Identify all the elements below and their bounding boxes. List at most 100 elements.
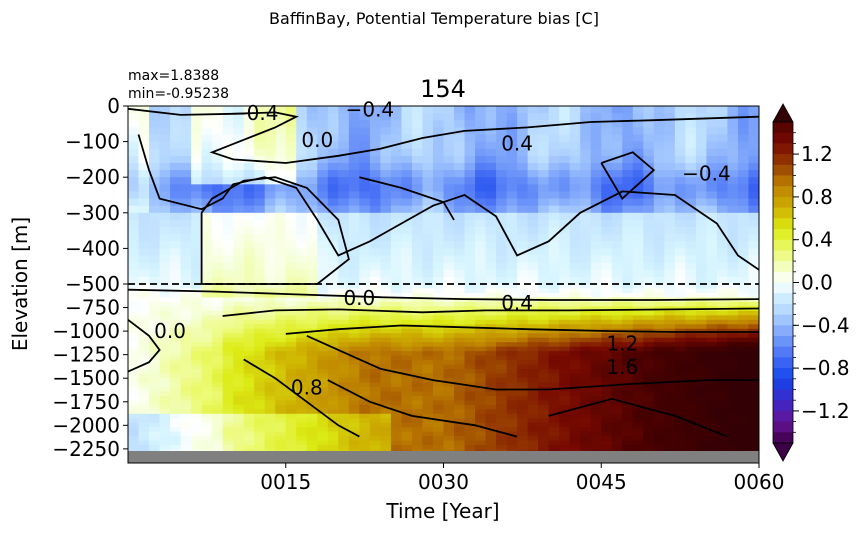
heatmap-cell [485, 409, 497, 415]
heatmap-cell [285, 404, 297, 410]
heatmap-cell [254, 127, 266, 136]
heatmap-cell [191, 409, 203, 415]
heatmap-cell [306, 205, 318, 214]
heatmap-cell [170, 113, 182, 121]
heatmap-cell [306, 106, 318, 114]
heatmap-cell [401, 170, 413, 178]
heatmap-cell [454, 269, 466, 278]
heatmap-cell [222, 170, 234, 178]
heatmap-cell [380, 134, 392, 143]
heatmap-cell [191, 162, 203, 171]
heatmap-cell [317, 248, 329, 257]
heatmap-cell [706, 177, 718, 185]
heatmap-cell [191, 113, 203, 121]
heatmap-cell [727, 234, 739, 242]
heatmap-cell [233, 141, 245, 150]
heatmap-cell [411, 315, 424, 321]
heatmap-cell [674, 337, 686, 343]
heatmap-cell [622, 373, 634, 379]
heatmap-cell [695, 269, 708, 278]
heatmap-cell [706, 162, 718, 171]
heatmap-cell [380, 351, 392, 357]
heatmap-cell [517, 134, 529, 143]
heatmap-cell [170, 382, 182, 388]
heatmap-cell [138, 436, 150, 442]
heatmap-cell [716, 373, 729, 379]
heatmap-cell [674, 409, 686, 415]
heatmap-cell [674, 436, 686, 442]
heatmap-cell [653, 241, 665, 249]
heatmap-cell [138, 445, 150, 451]
heatmap-cell [695, 212, 708, 221]
heatmap-cell [674, 134, 686, 143]
heatmap-cell [201, 219, 213, 228]
heatmap-cell [685, 346, 697, 352]
heatmap-cell [443, 373, 455, 379]
heatmap-cell [475, 212, 487, 221]
heatmap-cell [180, 191, 192, 200]
heatmap-cell [454, 198, 466, 207]
heatmap-cell [706, 269, 718, 278]
heatmap-cell [411, 248, 424, 257]
heatmap-cell [559, 346, 571, 352]
heatmap-cell [296, 418, 308, 424]
y-tick-label: −1000 [52, 319, 120, 343]
heatmap-cell [243, 315, 255, 321]
heatmap-cell [643, 355, 655, 361]
heatmap-cell [432, 219, 445, 228]
heatmap-cell [432, 148, 445, 157]
heatmap-cell [212, 315, 224, 321]
heatmap-cell [222, 400, 234, 406]
heatmap-cell [548, 360, 560, 366]
heatmap-cell [443, 351, 455, 357]
heatmap-cell [475, 198, 487, 207]
heatmap-cell [548, 177, 560, 185]
heatmap-cell [180, 400, 192, 406]
heatmap-cell [653, 436, 665, 442]
heatmap-cell [517, 262, 529, 271]
heatmap-cell [485, 360, 497, 366]
heatmap-cell [180, 310, 192, 316]
heatmap-cell [685, 141, 697, 150]
heatmap-cell [517, 315, 529, 321]
heatmap-cell [411, 377, 424, 384]
heatmap-cell [748, 241, 759, 249]
heatmap-cell [233, 391, 245, 397]
heatmap-cell [296, 234, 308, 242]
heatmap-cell [180, 269, 192, 278]
heatmap-cell [716, 310, 729, 316]
heatmap-cell [674, 120, 686, 128]
heatmap-cell [496, 310, 508, 316]
heatmap-cell [716, 120, 729, 128]
heatmap-cell [170, 427, 182, 433]
heatmap-cell [380, 219, 392, 228]
heatmap-cell [716, 269, 729, 278]
heatmap-cell [411, 422, 424, 428]
heatmap-cell [611, 346, 623, 352]
heatmap-cell [496, 212, 508, 221]
heatmap-cell [685, 337, 697, 343]
heatmap-cell [170, 369, 182, 375]
colorbar-segment [773, 154, 793, 166]
heatmap-cell [664, 310, 676, 316]
heatmap-cell [296, 445, 308, 451]
heatmap-cell [327, 319, 339, 325]
heatmap-cell [275, 255, 287, 264]
heatmap-cell [275, 422, 287, 428]
heatmap-cell [254, 377, 266, 384]
heatmap-cell [506, 284, 518, 290]
heatmap-cell [548, 382, 560, 388]
heatmap-cell [222, 120, 234, 128]
heatmap-cell [411, 198, 424, 207]
heatmap-cell [422, 134, 434, 143]
colorbar-segment [773, 410, 793, 423]
heatmap-cell [485, 170, 497, 178]
heatmap-cell [685, 369, 697, 375]
heatmap-cell [411, 427, 424, 433]
heatmap-cell [685, 212, 697, 221]
heatmap-cell [285, 297, 297, 303]
heatmap-cell [432, 127, 445, 136]
heatmap-cell [559, 262, 571, 271]
heatmap-cell [411, 127, 424, 136]
heatmap-cell [580, 276, 592, 285]
